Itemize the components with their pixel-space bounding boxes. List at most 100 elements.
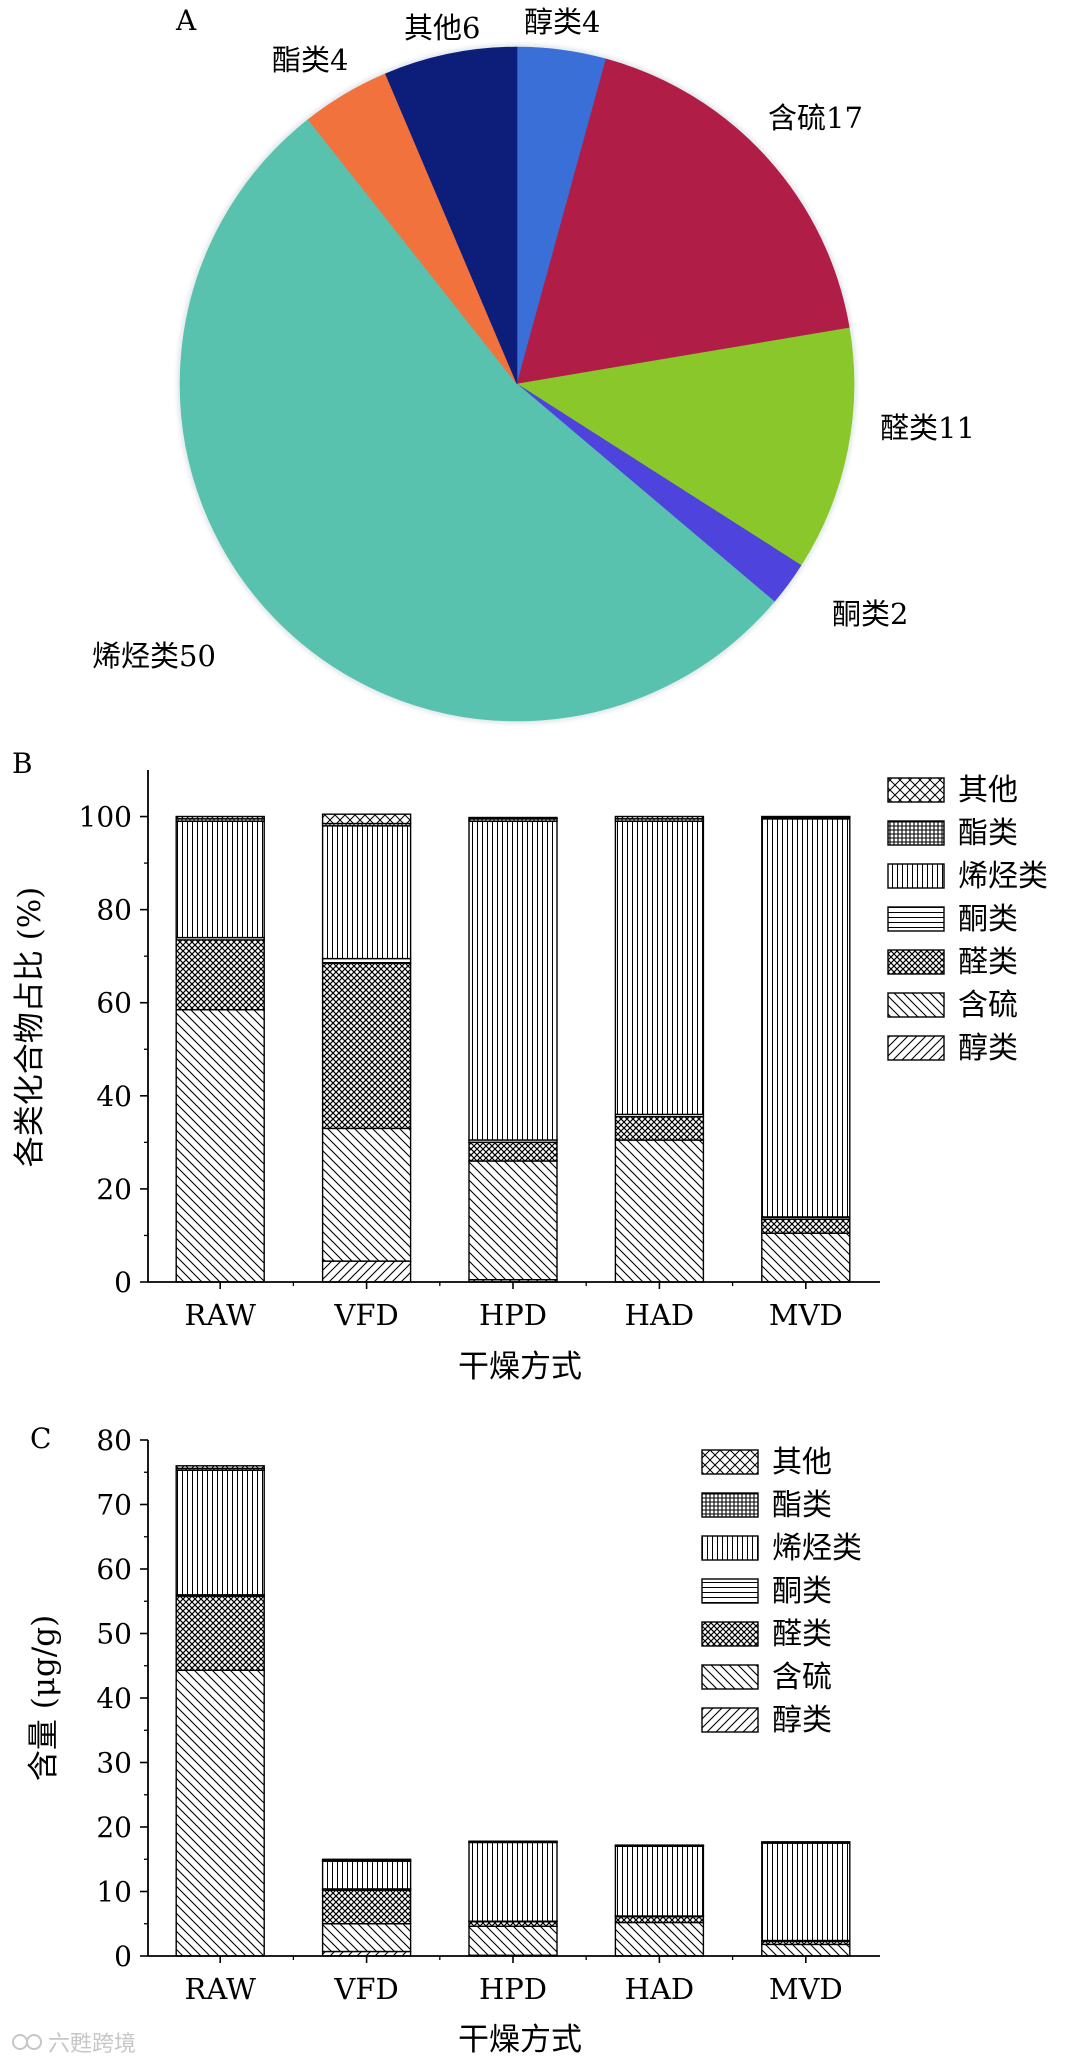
legend-swatch	[701, 1535, 759, 1561]
bar-segment	[175, 1669, 265, 1957]
panel-label-c: C	[30, 1422, 51, 1455]
bar-segment	[614, 1116, 705, 1141]
legend-swatch	[701, 1578, 759, 1604]
bar-segment	[468, 1840, 558, 1843]
bar-segment	[321, 1860, 412, 1890]
bar-segment	[761, 1842, 851, 1942]
bar-segment	[321, 1923, 412, 1953]
pie-slice	[385, 46, 518, 385]
bar-segment	[468, 820, 558, 1141]
watermark: 六甦跨境	[12, 2032, 136, 2057]
legend-label: 醛类	[958, 945, 1018, 980]
y-tick-label: 60	[96, 987, 132, 1020]
legend-swatch	[887, 992, 945, 1018]
y-tick-label: 50	[96, 1618, 132, 1651]
legend-label: 烯烃类	[958, 859, 1048, 894]
bar-segment	[614, 1915, 705, 1924]
bar-segment	[468, 1141, 558, 1162]
bar-segment	[614, 1139, 705, 1283]
x-tick-label: HAD	[625, 1972, 694, 2006]
y-tick-label: 80	[96, 894, 132, 927]
bar-segment	[468, 1160, 558, 1281]
watermark-logo-icon	[12, 2034, 28, 2050]
pie-slice-label: 酯类4	[272, 43, 348, 77]
y-tick-label: 100	[79, 801, 132, 834]
bar-segment	[321, 1127, 412, 1262]
y-tick-label: 20	[96, 1173, 132, 1206]
y-tick-label: 40	[96, 1682, 132, 1715]
x-tick-label: HAD	[625, 1298, 694, 1332]
legend-label: 醛类	[772, 1617, 832, 1652]
bar-segment	[614, 815, 705, 820]
legend-swatch	[701, 1664, 759, 1690]
x-tick-label: VFD	[333, 1298, 398, 1332]
legend-label: 烯烃类	[772, 1531, 862, 1566]
bar-segment	[614, 820, 705, 1116]
legend-swatch	[701, 1621, 759, 1647]
legend-label: 其他	[772, 1445, 832, 1480]
pie-slice-label: 烯烃类50	[92, 639, 216, 673]
x-tick-label: MVD	[769, 1972, 843, 2006]
legend-swatch	[887, 863, 945, 889]
y-axis-title: 含量 (μg/g)	[26, 1615, 62, 1781]
bar-segment	[175, 1465, 265, 1470]
bar-segment	[175, 1009, 265, 1283]
y-axis-title: 各类化合物占比 (%)	[12, 887, 48, 1168]
bar-segment	[175, 820, 265, 939]
x-tick-label: HPD	[479, 1298, 547, 1332]
bar-segment	[761, 1232, 851, 1283]
stacked-bar-chart-b: 0 20 40 60 80 100 RAW VFD HPD HAD MVD 干燥方式 各类化合物占比 (…	[12, 770, 1048, 1385]
x-tick-label: VFD	[333, 1972, 398, 2006]
bar-segment	[321, 962, 412, 1130]
bar-segment	[321, 1858, 412, 1862]
panel-label-b: B	[12, 747, 33, 780]
legend-label: 含硫	[772, 1660, 832, 1695]
bar-segment	[761, 1218, 851, 1234]
y-tick-label: 0	[114, 1266, 132, 1299]
bar-segment	[321, 825, 412, 960]
y-tick-label: 30	[96, 1747, 132, 1780]
bar-segment	[321, 813, 412, 825]
legend-label: 醇类	[772, 1703, 832, 1738]
y-tick-label: 0	[114, 1940, 132, 1973]
bar-segment	[468, 816, 558, 820]
legend-label: 酯类	[958, 816, 1018, 851]
y-tick-label: 70	[96, 1489, 132, 1522]
bar-segment	[614, 1845, 705, 1917]
bar-segment	[321, 1260, 412, 1283]
bar-segment	[761, 815, 851, 819]
bar-segment	[761, 1943, 851, 1957]
bar-segment	[761, 1841, 851, 1844]
pie-slice-label: 醛类11	[880, 411, 975, 445]
y-tick-label: 40	[96, 1080, 132, 1113]
legend-swatch	[887, 906, 945, 932]
watermark-text: 六甦跨境	[48, 2032, 136, 2057]
x-tick-label: HPD	[479, 1972, 547, 2006]
pie-slice	[179, 119, 775, 722]
legend-label: 酮类	[772, 1574, 832, 1609]
legend-swatch	[701, 1449, 759, 1475]
bar-segment	[175, 1595, 265, 1671]
x-tick-label: RAW	[184, 1972, 256, 2006]
bar-segment	[614, 1844, 705, 1847]
x-axis-title: 干燥方式	[458, 2022, 582, 2058]
pie-slice	[516, 327, 855, 566]
bar-segment	[761, 818, 851, 1218]
y-tick-label: 80	[96, 1424, 132, 1457]
bar-segment	[175, 939, 265, 1011]
pie-slice	[516, 58, 850, 385]
x-tick-label: MVD	[769, 1298, 843, 1332]
stacked-bar-chart-c: 0 10 20 30 40 50 60 70 80 RAW VFD HPD HAD MVD 干燥方式 含量 (…	[26, 1424, 880, 2058]
pie-slice-label: 其他6	[404, 11, 480, 45]
legend-label: 酯类	[772, 1488, 832, 1523]
pie-slice-label: 酮类2	[832, 597, 908, 631]
legend-label: 含硫	[958, 988, 1018, 1023]
legend-swatch	[887, 1035, 945, 1061]
pie-chart-a: 醇类4 含硫17 醛类11 酮类2 烯烃类50 酯类4 其他6	[92, 5, 975, 724]
bar-segment	[175, 1469, 265, 1596]
legend-swatch	[701, 1492, 759, 1518]
panel-label-a: A	[175, 4, 197, 37]
y-tick-label: 60	[96, 1553, 132, 1586]
bar-segment	[614, 1921, 705, 1957]
